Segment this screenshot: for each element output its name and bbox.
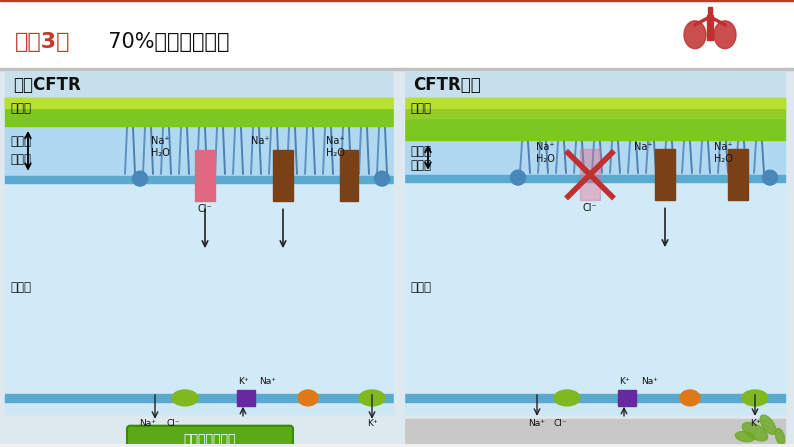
Text: Na⁺: Na⁺ [326,136,345,146]
Text: 系组，肺部感染: 系组，肺部感染 [183,433,237,446]
Bar [237,390,255,406]
Circle shape [375,171,390,186]
Bar [405,106,785,118]
Bar [5,72,393,98]
Text: Na⁺: Na⁺ [714,142,732,152]
Bar [0,71,794,443]
Bar [5,394,393,402]
Bar [405,140,785,175]
Ellipse shape [680,390,700,406]
Bar [340,150,358,202]
Ellipse shape [776,429,784,445]
Text: Na⁺: Na⁺ [140,419,156,428]
Bar [405,181,785,394]
Text: 正常CFTR: 正常CFTR [13,76,81,94]
Bar [5,182,393,394]
Bar [273,150,293,202]
Ellipse shape [684,21,706,49]
Text: 游离面: 游离面 [10,153,31,166]
Text: 基底面: 基底面 [410,281,431,294]
Text: Na⁺: Na⁺ [251,136,269,146]
Ellipse shape [359,390,385,406]
Text: Cl⁻: Cl⁻ [583,203,597,213]
Bar [195,150,215,202]
Text: Na⁺: Na⁺ [634,142,653,152]
Ellipse shape [735,431,754,442]
Ellipse shape [714,21,736,49]
Bar [405,98,785,140]
Bar [405,175,785,181]
Bar [5,98,393,126]
Text: H₂O: H₂O [536,154,554,164]
Text: 基底面: 基底面 [10,281,31,294]
Bar [394,72,404,447]
Text: 液体层: 液体层 [10,135,31,148]
Text: 70%的囊性维维化: 70%的囊性维维化 [95,32,229,52]
Text: Na⁺: Na⁺ [536,142,554,152]
Text: K⁺: K⁺ [619,377,630,386]
Text: Na⁺: Na⁺ [642,377,658,386]
Text: Na⁺: Na⁺ [260,377,276,386]
Text: 实兣3：: 实兣3： [15,32,71,52]
Text: K⁺: K⁺ [237,377,249,386]
Bar [0,1,794,69]
Ellipse shape [298,390,318,406]
Bar [5,98,393,414]
Ellipse shape [554,390,580,406]
Text: H₂O: H₂O [326,148,345,158]
Text: K⁺: K⁺ [750,419,761,428]
Bar [5,98,393,108]
Bar [5,176,393,182]
Bar [405,98,785,108]
Bar [405,98,785,414]
Bar [618,390,636,406]
Bar [707,15,713,40]
Text: Cl⁻: Cl⁻ [166,419,179,428]
Bar [0,68,794,70]
Bar [405,72,785,98]
Circle shape [511,170,526,185]
Text: CFTR突变: CFTR突变 [413,76,480,94]
Circle shape [133,171,148,186]
Text: K⁺: K⁺ [367,419,377,428]
Ellipse shape [760,415,776,434]
Bar [0,0,794,1]
Circle shape [762,170,777,185]
Text: 液体层: 液体层 [410,145,431,158]
Bar [5,126,393,176]
Text: 黑液层: 黑液层 [10,101,31,115]
Text: Na⁺: Na⁺ [529,419,545,428]
Bar [655,149,675,200]
Bar [405,394,785,402]
Ellipse shape [172,390,198,406]
Bar [728,149,748,200]
Ellipse shape [742,422,768,441]
Text: 游离面: 游离面 [410,159,431,172]
FancyBboxPatch shape [127,426,293,447]
Text: H₂O: H₂O [714,154,732,164]
Bar [580,149,600,200]
Bar [405,419,785,447]
Text: 黑液层: 黑液层 [410,101,431,115]
Text: Cl⁻: Cl⁻ [198,204,212,215]
Ellipse shape [742,390,768,406]
Text: Na⁺: Na⁺ [151,136,169,146]
Text: H₂O: H₂O [151,148,169,158]
Text: Cl⁻: Cl⁻ [553,419,567,428]
Bar [708,7,712,17]
